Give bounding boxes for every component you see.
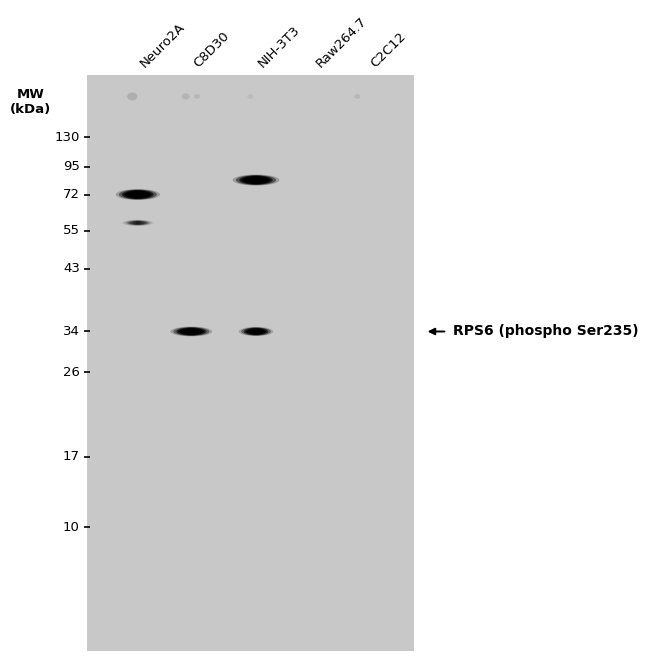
- Ellipse shape: [128, 221, 148, 224]
- Ellipse shape: [188, 329, 194, 334]
- Ellipse shape: [247, 94, 254, 99]
- Ellipse shape: [136, 221, 140, 224]
- Ellipse shape: [185, 329, 197, 335]
- Text: 55: 55: [63, 224, 80, 237]
- Ellipse shape: [182, 328, 200, 335]
- Ellipse shape: [125, 191, 151, 199]
- Ellipse shape: [179, 328, 203, 335]
- Ellipse shape: [178, 329, 205, 334]
- Ellipse shape: [131, 191, 144, 198]
- Ellipse shape: [119, 189, 157, 200]
- Ellipse shape: [354, 94, 360, 99]
- Ellipse shape: [124, 220, 151, 226]
- Ellipse shape: [128, 191, 148, 199]
- Ellipse shape: [250, 177, 263, 183]
- Ellipse shape: [116, 189, 160, 200]
- Ellipse shape: [174, 327, 209, 336]
- Ellipse shape: [244, 327, 268, 335]
- Ellipse shape: [131, 221, 145, 225]
- Ellipse shape: [239, 175, 273, 185]
- Ellipse shape: [241, 177, 270, 183]
- Text: MW
(kDa): MW (kDa): [10, 88, 51, 116]
- Ellipse shape: [241, 327, 271, 336]
- Ellipse shape: [176, 327, 206, 335]
- Text: Neuro2A: Neuro2A: [138, 21, 188, 70]
- Bar: [87, 75, 413, 651]
- Ellipse shape: [194, 94, 200, 99]
- Text: 72: 72: [63, 188, 80, 201]
- Ellipse shape: [135, 192, 141, 197]
- Ellipse shape: [246, 177, 266, 184]
- Text: 43: 43: [63, 262, 80, 276]
- Ellipse shape: [127, 92, 137, 100]
- Text: NIH-3T3: NIH-3T3: [256, 23, 303, 70]
- Text: 10: 10: [63, 521, 80, 534]
- Ellipse shape: [246, 328, 266, 335]
- Ellipse shape: [254, 329, 259, 334]
- Ellipse shape: [248, 329, 263, 335]
- Ellipse shape: [124, 192, 151, 197]
- Text: 26: 26: [63, 366, 80, 379]
- Text: Raw264.7: Raw264.7: [313, 15, 369, 70]
- Ellipse shape: [242, 176, 269, 184]
- Ellipse shape: [253, 177, 259, 183]
- Ellipse shape: [233, 175, 280, 185]
- Text: C2C12: C2C12: [369, 30, 409, 70]
- Ellipse shape: [122, 190, 153, 199]
- Ellipse shape: [245, 329, 266, 334]
- Ellipse shape: [122, 220, 154, 226]
- Text: 17: 17: [63, 450, 80, 463]
- Ellipse shape: [133, 221, 142, 224]
- Text: 95: 95: [63, 161, 80, 173]
- Ellipse shape: [239, 327, 273, 336]
- Ellipse shape: [129, 220, 147, 225]
- Text: 130: 130: [55, 131, 80, 144]
- Ellipse shape: [126, 220, 150, 225]
- Ellipse shape: [251, 329, 261, 334]
- Ellipse shape: [170, 327, 212, 337]
- Ellipse shape: [236, 175, 276, 185]
- Text: RPS6 (phospho Ser235): RPS6 (phospho Ser235): [453, 325, 638, 339]
- Text: 34: 34: [63, 325, 80, 338]
- Ellipse shape: [181, 93, 190, 100]
- Text: C8D30: C8D30: [191, 29, 232, 70]
